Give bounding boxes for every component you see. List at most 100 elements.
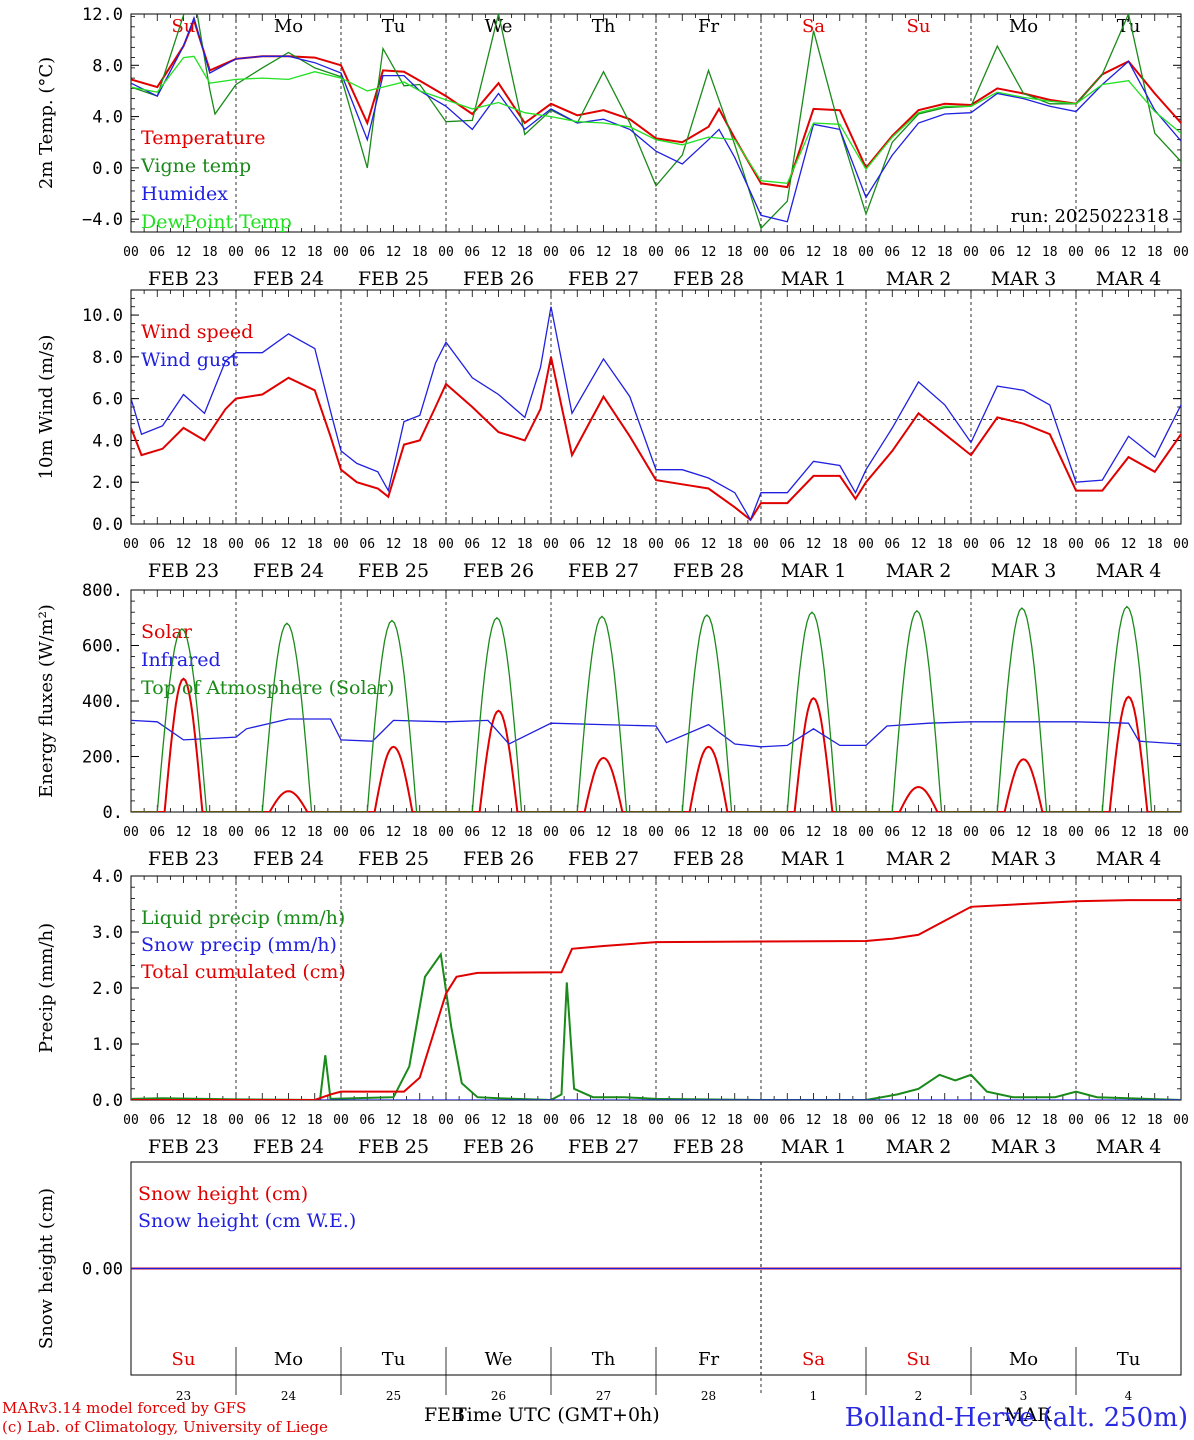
run-annotation: run: 2025022318	[1011, 206, 1169, 227]
x-hour-label: 18	[1147, 825, 1163, 840]
x-hour-label: 06	[674, 1113, 690, 1128]
x-date-label: MAR 2	[886, 848, 952, 870]
x-hour-label: 00	[858, 537, 874, 552]
x-hour-label: 00	[963, 245, 979, 260]
y-axis-label: Precip (mm/h)	[36, 923, 57, 1053]
x-hour-label: 12	[701, 245, 717, 260]
x-hour-label: 12	[1016, 245, 1032, 260]
legend-entry: Liquid precip (mm/h)	[141, 907, 345, 929]
x-hour-label: 18	[412, 537, 428, 552]
x-date-label: MAR 3	[991, 1136, 1057, 1158]
x-hour-label: 06	[359, 1113, 375, 1128]
y-axis-label: 10m Wind (m/s)	[36, 335, 57, 480]
x-hour-label: 06	[674, 537, 690, 552]
x-date-label: FEB 26	[463, 848, 534, 870]
x-axis-label: Time UTC (GMT+0h)	[454, 1404, 660, 1426]
y-tick-label: 8.0	[92, 348, 123, 368]
x-hour-label: 06	[254, 537, 270, 552]
x-hour-label: 06	[674, 245, 690, 260]
x-hour-label: 12	[596, 825, 612, 840]
y-tick-label: 200.	[82, 748, 123, 768]
legend-entry: Infrared	[141, 649, 221, 671]
x-hour-label: 12	[701, 825, 717, 840]
x-hour-label: 18	[937, 245, 953, 260]
x-hour-label: 12	[491, 825, 507, 840]
x-hour-label: 06	[989, 537, 1005, 552]
weekday-label: Tu	[1117, 16, 1141, 37]
weekday-label: Th	[592, 1349, 616, 1370]
weekday-label: Sa	[802, 1349, 825, 1370]
y-axis-label: Snow height (cm)	[36, 1188, 57, 1349]
x-hour-label: 06	[254, 1113, 270, 1128]
x-hour-label: 12	[491, 245, 507, 260]
x-date-label: MAR 3	[991, 560, 1057, 582]
day-number-label: 4	[1125, 1389, 1133, 1403]
legend-entry: Temperature	[141, 127, 265, 149]
legend-entry: DewPoint Temp	[141, 211, 292, 233]
x-date-label: FEB 28	[673, 848, 744, 870]
x-hour-label: 12	[911, 1113, 927, 1128]
x-hour-label: 12	[1016, 1113, 1032, 1128]
x-hour-label: 06	[779, 245, 795, 260]
x-date-label: FEB 26	[463, 560, 534, 582]
x-hour-label: 18	[832, 537, 848, 552]
x-hour-label: 00	[963, 825, 979, 840]
day-number-label: 28	[701, 1389, 716, 1403]
series-line-dewpoint-temp	[131, 55, 1181, 184]
x-hour-label: 18	[517, 245, 533, 260]
x-date-label: FEB 28	[673, 1136, 744, 1158]
y-tick-label: 4.0	[92, 431, 123, 451]
x-hour-label: 12	[806, 245, 822, 260]
weekday-label: Sa	[802, 16, 825, 37]
x-hour-label: 00	[228, 825, 244, 840]
x-date-label: MAR 4	[1096, 560, 1162, 582]
x-date-label: FEB 25	[358, 560, 429, 582]
x-hour-label: 18	[727, 537, 743, 552]
x-hour-label: 12	[176, 825, 192, 840]
x-hour-label: 18	[307, 537, 323, 552]
x-date-label: FEB 26	[463, 268, 534, 290]
x-hour-label: 00	[1068, 825, 1084, 840]
x-hour-label: 18	[832, 245, 848, 260]
x-hour-label: 00	[543, 245, 559, 260]
weekday-label: Tu	[1117, 1349, 1141, 1370]
y-axis-label: 2m Temp. (°C)	[36, 57, 57, 189]
x-hour-label: 12	[1016, 537, 1032, 552]
x-date-label: MAR 1	[781, 268, 847, 290]
weekday-label: Su	[907, 16, 931, 37]
y-tick-label: 2.0	[92, 473, 123, 493]
y-tick-label: 800.	[82, 581, 123, 601]
x-hour-label: 06	[254, 825, 270, 840]
x-hour-label: 12	[281, 825, 297, 840]
x-hour-label: 12	[596, 245, 612, 260]
x-hour-label: 12	[281, 537, 297, 552]
weekday-label: Tu	[382, 1349, 406, 1370]
x-date-label: FEB 25	[358, 1136, 429, 1158]
x-hour-label: 12	[281, 1113, 297, 1128]
x-hour-label: 18	[517, 825, 533, 840]
weekday-label: Fr	[698, 1349, 719, 1370]
x-hour-label: 18	[622, 825, 638, 840]
series-line-liquid-precip-mm-h-	[131, 951, 1181, 1100]
weekday-label: Th	[592, 16, 616, 37]
y-axis-label: Energy fluxes (W/m²)	[36, 604, 57, 798]
x-date-label: FEB 24	[253, 268, 324, 290]
x-hour-label: 00	[543, 825, 559, 840]
legend-entry: Humidex	[141, 183, 228, 205]
x-hour-label: 12	[386, 537, 402, 552]
x-hour-label: 12	[911, 245, 927, 260]
station-name: Bolland-Herve (alt. 250m)	[844, 1403, 1188, 1433]
y-tick-label: 0.0	[92, 515, 123, 535]
x-hour-label: 18	[1147, 245, 1163, 260]
y-tick-label: 0.0	[92, 1091, 123, 1111]
mar-footer-label: MAR	[1004, 1404, 1052, 1426]
y-tick-label: 3.0	[92, 923, 123, 943]
x-hour-label: 06	[1094, 1113, 1110, 1128]
x-hour-label: 06	[884, 537, 900, 552]
x-date-label: MAR 1	[781, 848, 847, 870]
x-hour-label: 12	[1121, 1113, 1137, 1128]
day-number-label: 24	[281, 1389, 297, 1403]
x-hour-label: 00	[228, 1113, 244, 1128]
x-hour-label: 12	[1121, 245, 1137, 260]
weekday-label: Mo	[1009, 1349, 1038, 1370]
